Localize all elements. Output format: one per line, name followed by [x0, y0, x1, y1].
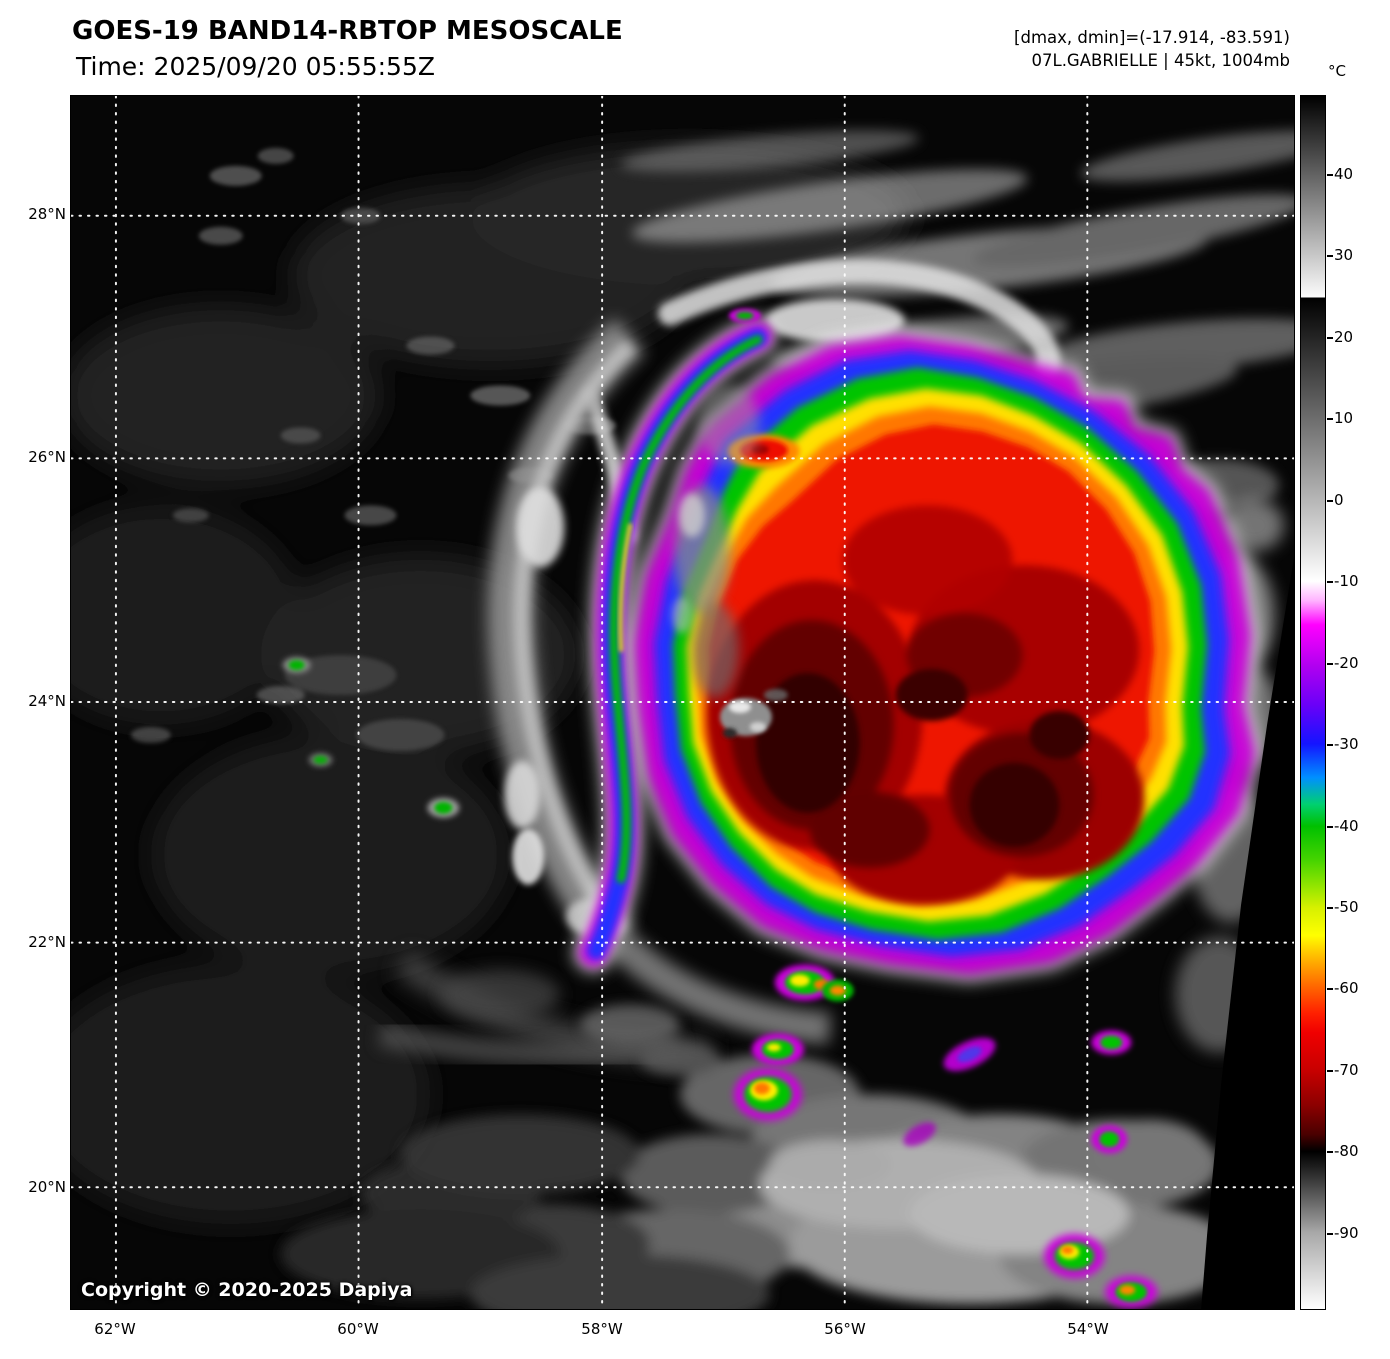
colorbar-tick: 40	[1327, 165, 1386, 183]
colorbar-tick: -60	[1327, 979, 1386, 997]
colorbar-tick: 10	[1327, 409, 1386, 427]
colorbar-unit-label: °C	[1328, 62, 1346, 80]
colorbar-tick: 20	[1327, 328, 1386, 346]
colorbar-tick: 30	[1327, 246, 1386, 264]
lon-label-54w: 54°W	[1067, 1320, 1109, 1338]
product-title: GOES-19 BAND14-RBTOP MESOSCALE	[72, 16, 623, 46]
satellite-image	[71, 96, 1294, 1309]
copyright-watermark: Copyright © 2020-2025 Dapiya	[81, 1279, 413, 1301]
header-right: [dmax, dmin]=(-17.914, -83.591) 07L.GABR…	[1014, 26, 1290, 72]
lon-label-60w: 60°W	[337, 1320, 379, 1338]
colorbar-tick: -40	[1327, 817, 1386, 835]
satellite-map: Copyright © 2020-2025 Dapiya	[70, 95, 1295, 1310]
colorbar-tick: -20	[1327, 654, 1386, 672]
lat-label-24n: 24°N	[28, 692, 66, 710]
colorbar-tick: 0	[1327, 491, 1386, 509]
lat-label-26n: 26°N	[28, 448, 66, 466]
timestamp: Time: 2025/09/20 05:55:55Z	[76, 52, 435, 81]
colorbar-tick: -90	[1327, 1224, 1386, 1242]
storm-info: 07L.GABRIELLE | 45kt, 1004mb	[1031, 51, 1291, 70]
lat-label-22n: 22°N	[28, 933, 66, 951]
lat-label-20n: 20°N	[28, 1178, 66, 1196]
colorbar-tick: -70	[1327, 1061, 1386, 1079]
graticule	[71, 96, 1294, 1309]
lon-label-62w: 62°W	[94, 1320, 136, 1338]
temperature-colorbar	[1300, 95, 1326, 1310]
no-data-wedge	[1201, 557, 1294, 1309]
dmax-dmin-readout: [dmax, dmin]=(-17.914, -83.591)	[1014, 28, 1290, 47]
colorbar-tick: -10	[1327, 572, 1386, 590]
lon-label-58w: 58°W	[581, 1320, 623, 1338]
colorbar-tick: -80	[1327, 1142, 1386, 1160]
colorbar-tick: -50	[1327, 898, 1386, 916]
colorbar-tick: -30	[1327, 735, 1386, 753]
lon-label-56w: 56°W	[824, 1320, 866, 1338]
lat-label-28n: 28°N	[28, 205, 66, 223]
